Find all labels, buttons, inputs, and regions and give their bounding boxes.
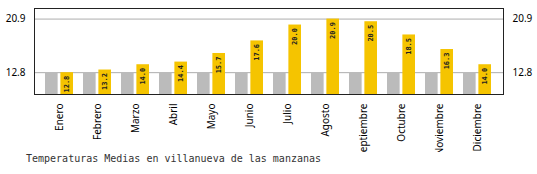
html-text:Temperaturas Medias en villanu: Temperaturas Medias en villanueva de las… <box>26 153 321 164</box>
svg-text:12.8: 12.8 <box>6 65 26 79</box>
svg-text:14.4: 14.4 <box>177 65 185 82</box>
svg-text:13.2: 13.2 <box>101 73 109 90</box>
svg-text:Septiembre: Septiembre <box>356 103 370 152</box>
svg-text:Febrero: Febrero <box>90 104 104 141</box>
svg-text:17.6: 17.6 <box>253 44 261 61</box>
svg-text:Noviembre: Noviembre <box>432 103 446 152</box>
svg-text:20.9: 20.9 <box>6 11 26 25</box>
svg-text:14.0: 14.0 <box>481 68 489 85</box>
svg-text:15.7: 15.7 <box>215 56 223 73</box>
svg-text:Diciembre: Diciembre <box>470 103 484 151</box>
svg-text:18.5: 18.5 <box>405 38 413 55</box>
svg-text:Agosto: Agosto <box>318 104 332 137</box>
svg-text:Marzo: Marzo <box>128 104 142 134</box>
svg-text:Junio: Junio <box>242 104 256 129</box>
svg-text:12.8: 12.8 <box>513 65 533 79</box>
svg-text:16.3: 16.3 <box>443 53 451 70</box>
svg-text:14.0: 14.0 <box>139 68 147 85</box>
svg-text:20.9: 20.9 <box>513 11 533 25</box>
svg-text:12.8: 12.8 <box>63 76 71 93</box>
svg-text:20.5: 20.5 <box>367 25 375 42</box>
svg-text:20.0: 20.0 <box>291 28 299 45</box>
svg-text:Abril: Abril <box>166 104 180 126</box>
svg-text:Enero: Enero <box>52 104 66 131</box>
svg-text:Octubre: Octubre <box>394 103 408 141</box>
svg-text:Mayo: Mayo <box>204 104 218 130</box>
svg-text:20.9: 20.9 <box>329 22 337 39</box>
svg-text:Julio: Julio <box>280 104 294 125</box>
